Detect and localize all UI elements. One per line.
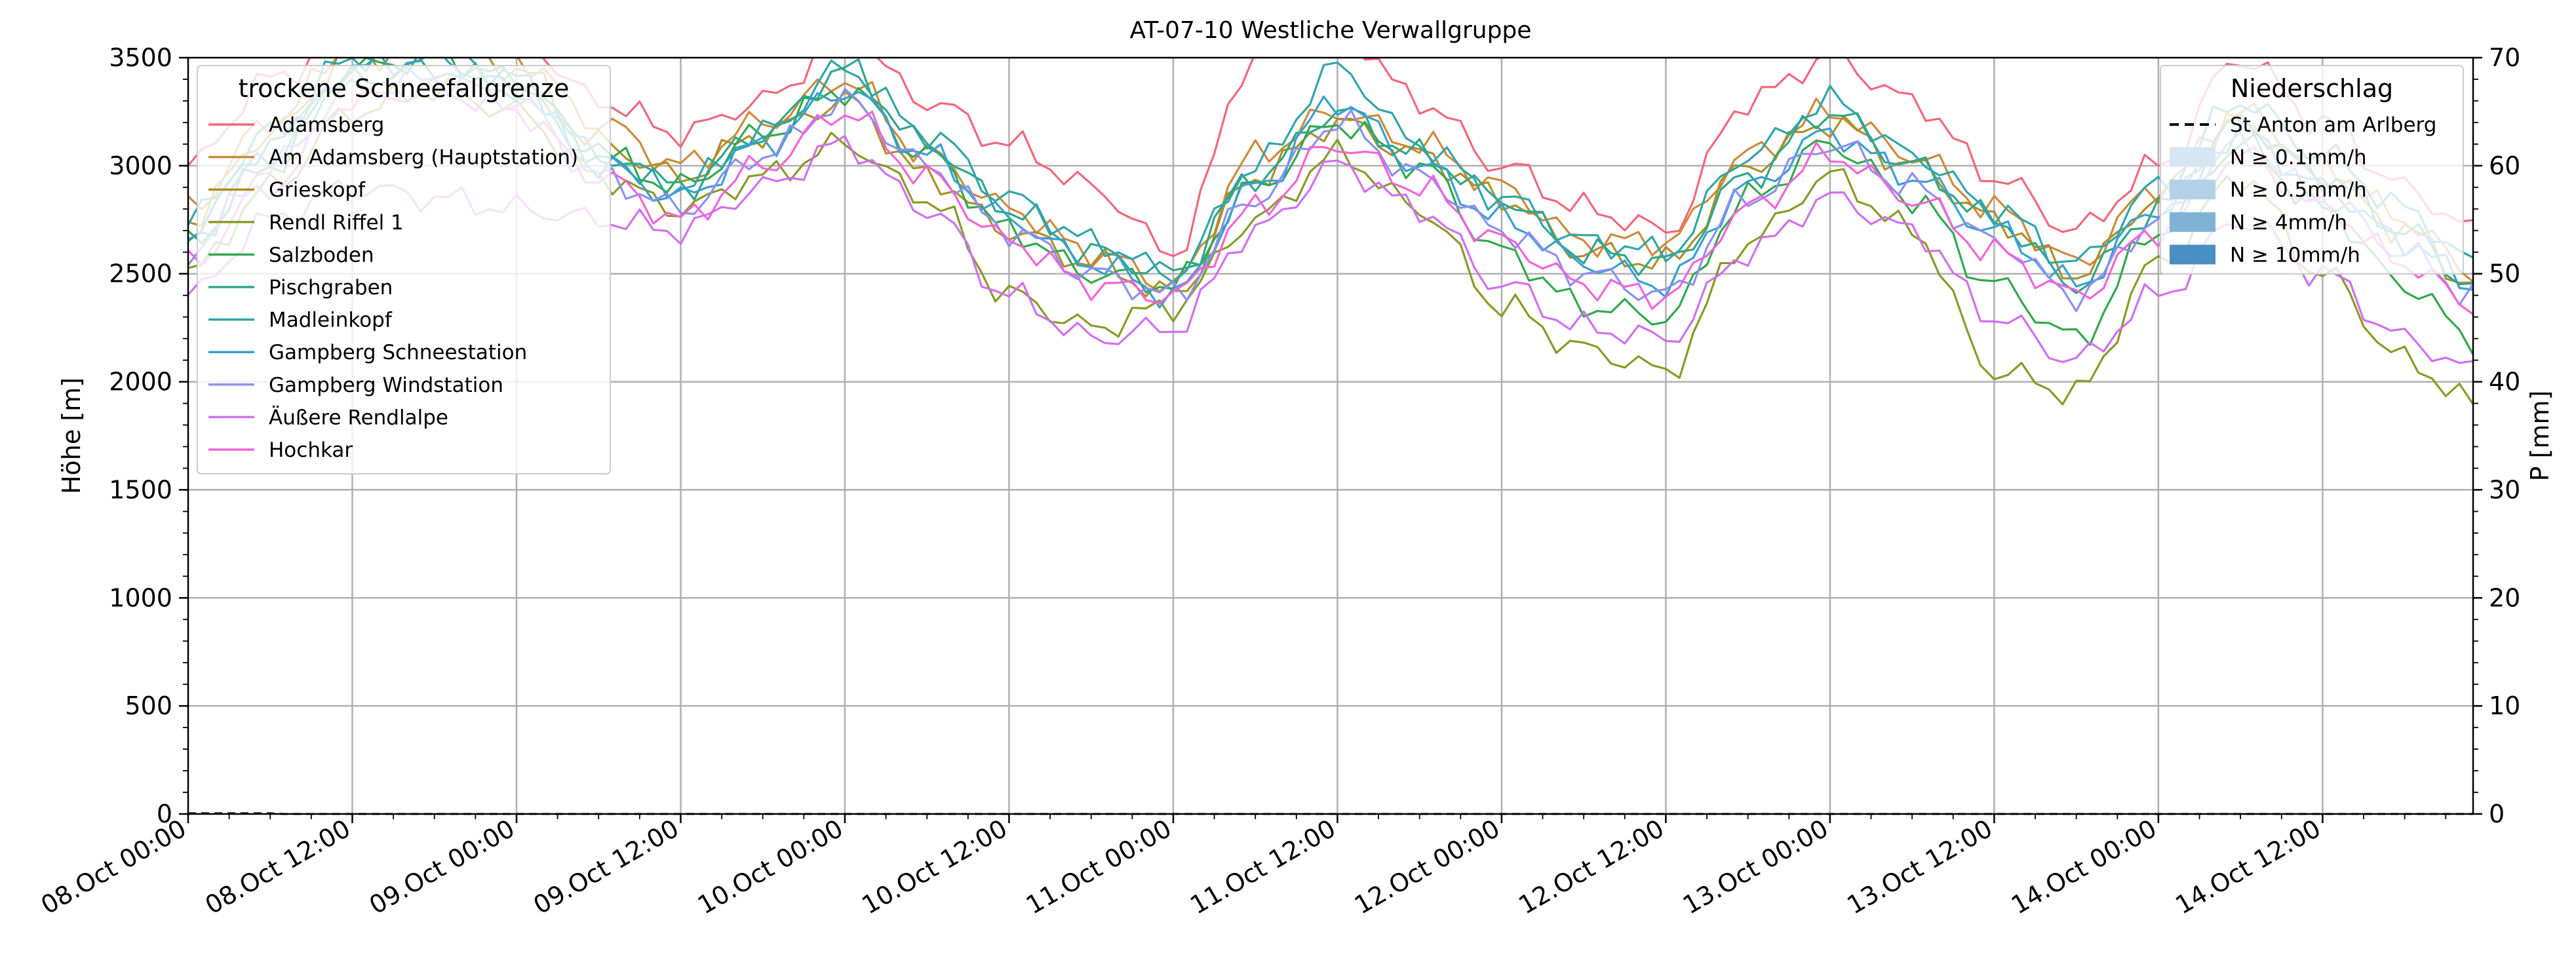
y-tick-label: 2500 xyxy=(109,260,172,288)
legend-item-label: Gampberg Schneestation xyxy=(269,341,527,364)
y-tick-label: 500 xyxy=(125,691,172,720)
legend-fill-swatch xyxy=(2170,147,2215,167)
legend-snowline-title: trockene Schneefallgrenze xyxy=(239,74,570,103)
y-tick-label: 2000 xyxy=(109,368,172,396)
legend-item-label: Gampberg Windstation xyxy=(269,374,503,397)
y-tick-label: 1500 xyxy=(109,475,172,504)
legend-item-label: N ≥ 4mm/h xyxy=(2230,211,2347,235)
legend-item-label: Pischgraben xyxy=(269,276,393,299)
x-tick-label: 09.Oct 00:00 xyxy=(364,814,520,920)
y-right-tick-label: 30 xyxy=(2489,475,2520,504)
y-axis-right-label: P [mm] xyxy=(2526,391,2554,482)
legend-item-label: Hochkar xyxy=(269,438,353,462)
legend-item-label: Madleinkopf xyxy=(269,309,393,332)
legend-item-label: Rendl Riffel 1 xyxy=(269,211,404,235)
legend-item-label: Salzboden xyxy=(269,243,374,267)
x-tick-label: 13.Oct 12:00 xyxy=(1842,814,1997,920)
y-right-tick-label: 10 xyxy=(2489,691,2520,720)
legend-item-label: Adamsberg xyxy=(269,113,384,137)
y-tick-label: 3500 xyxy=(109,43,172,72)
legend-item-label: N ≥ 0.1mm/h xyxy=(2230,146,2367,170)
y-right-tick-label: 50 xyxy=(2489,260,2520,288)
x-tick-label: 14.Oct 00:00 xyxy=(2006,814,2162,920)
y-right-tick-label: 0 xyxy=(2489,800,2505,828)
x-tick-label: 11.Oct 12:00 xyxy=(1185,814,1340,920)
x-tick-label: 08.Oct 12:00 xyxy=(200,814,355,920)
x-tick-label: 12.Oct 12:00 xyxy=(1513,814,1669,920)
x-tick-label: 12.Oct 00:00 xyxy=(1350,814,1505,920)
x-tick-label: 09.Oct 12:00 xyxy=(528,814,684,920)
y-right-tick-label: 20 xyxy=(2489,583,2520,612)
legend-item-label: Am Adamsberg (Hauptstation) xyxy=(269,146,578,170)
y-tick-label: 3000 xyxy=(109,151,172,180)
y-tick-label: 1000 xyxy=(109,583,172,612)
x-tick-label: 10.Oct 00:00 xyxy=(693,814,848,920)
x-tick-label: 11.Oct 00:00 xyxy=(1021,814,1177,920)
y-axis-label: Höhe [m] xyxy=(57,377,86,494)
chart-title: AT-07-10 Westliche Verwallgruppe xyxy=(1130,17,1532,44)
x-tick-label: 14.Oct 12:00 xyxy=(2170,814,2326,920)
legend-precipitation: Niederschlag St Anton am Arlberg N ≥ 0.1m… xyxy=(2160,65,2464,275)
legend-item-label: Äußere Rendlalpe xyxy=(269,406,448,429)
x-tick-label: 13.Oct 00:00 xyxy=(1678,814,1833,920)
y-right-tick-label: 40 xyxy=(2489,368,2520,396)
x-tick-label: 10.Oct 12:00 xyxy=(857,814,1012,920)
legend-precipitation-box xyxy=(2160,65,2464,275)
legend-item-label: Grieskopf xyxy=(269,178,366,202)
legend-fill-swatch xyxy=(2170,212,2215,232)
y-right-tick-label: 60 xyxy=(2489,151,2520,180)
y-tick-label: 0 xyxy=(157,800,172,828)
legend-fill-swatch xyxy=(2170,244,2215,265)
legend-item-label: N ≥ 10mm/h xyxy=(2230,243,2360,267)
legend-fill-swatch xyxy=(2170,180,2215,200)
plot-frame xyxy=(187,56,2474,815)
legend-precipitation-title: Niederschlag xyxy=(2231,74,2393,103)
x-tick-label: 08.Oct 00:00 xyxy=(36,814,191,920)
legend-snowline: trockene Schneefallgrenze Adamsberg Am Ad… xyxy=(197,65,611,474)
legend-item-label: N ≥ 0.5mm/h xyxy=(2230,178,2367,202)
legend-snowline-box xyxy=(197,65,611,474)
legend-item-label: St Anton am Arlberg xyxy=(2230,113,2436,137)
y-right-tick-label: 70 xyxy=(2489,43,2520,72)
